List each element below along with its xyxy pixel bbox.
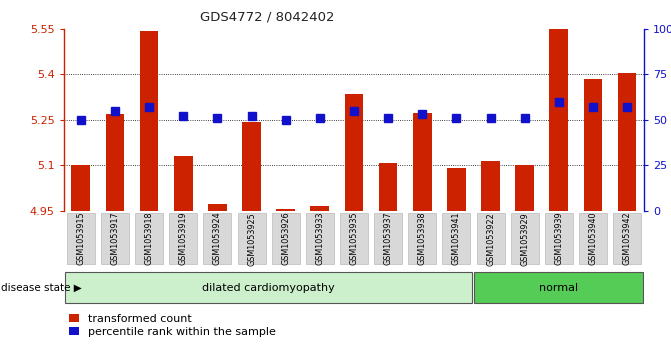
- FancyBboxPatch shape: [272, 213, 300, 264]
- Text: GSM1053933: GSM1053933: [315, 212, 324, 265]
- Bar: [71, 165, 90, 211]
- Text: GSM1053918: GSM1053918: [144, 212, 154, 265]
- Text: GSM1053941: GSM1053941: [452, 212, 461, 265]
- FancyBboxPatch shape: [238, 213, 266, 264]
- FancyBboxPatch shape: [374, 213, 402, 264]
- Bar: [105, 114, 124, 211]
- Text: GSM1053919: GSM1053919: [178, 212, 188, 265]
- Text: GSM1053942: GSM1053942: [623, 212, 631, 265]
- Text: GSM1053926: GSM1053926: [281, 212, 290, 265]
- Text: GSM1053924: GSM1053924: [213, 212, 222, 265]
- Text: GSM1053938: GSM1053938: [418, 212, 427, 265]
- Text: GSM1053935: GSM1053935: [350, 212, 358, 265]
- Bar: [311, 206, 329, 211]
- Bar: [242, 122, 261, 211]
- Bar: [515, 165, 534, 211]
- FancyBboxPatch shape: [203, 213, 231, 264]
- FancyBboxPatch shape: [101, 213, 129, 264]
- Bar: [413, 113, 431, 211]
- Text: normal: normal: [539, 283, 578, 293]
- FancyBboxPatch shape: [408, 213, 436, 264]
- Text: GSM1053915: GSM1053915: [76, 212, 85, 265]
- Text: disease state ▶: disease state ▶: [1, 283, 82, 293]
- Text: GSM1053940: GSM1053940: [588, 212, 597, 265]
- Bar: [208, 204, 227, 211]
- Text: GSM1053939: GSM1053939: [554, 212, 564, 265]
- Bar: [550, 29, 568, 211]
- Bar: [140, 30, 158, 211]
- Bar: [378, 163, 397, 211]
- FancyBboxPatch shape: [476, 213, 505, 264]
- FancyBboxPatch shape: [135, 213, 163, 264]
- FancyBboxPatch shape: [340, 213, 368, 264]
- Text: GSM1053917: GSM1053917: [111, 212, 119, 265]
- FancyBboxPatch shape: [169, 213, 197, 264]
- Text: GDS4772 / 8042402: GDS4772 / 8042402: [200, 11, 334, 24]
- FancyBboxPatch shape: [474, 272, 643, 303]
- FancyBboxPatch shape: [65, 272, 472, 303]
- Bar: [584, 79, 603, 211]
- FancyBboxPatch shape: [67, 213, 95, 264]
- Bar: [174, 156, 193, 211]
- Bar: [276, 209, 295, 211]
- Text: dilated cardiomyopathy: dilated cardiomyopathy: [202, 283, 335, 293]
- FancyBboxPatch shape: [579, 213, 607, 264]
- Bar: [345, 94, 363, 211]
- FancyBboxPatch shape: [442, 213, 470, 264]
- FancyBboxPatch shape: [613, 213, 641, 264]
- Legend: transformed count, percentile rank within the sample: transformed count, percentile rank withi…: [69, 314, 276, 337]
- Bar: [447, 168, 466, 211]
- Bar: [481, 160, 500, 211]
- FancyBboxPatch shape: [545, 213, 573, 264]
- Text: GSM1053937: GSM1053937: [384, 212, 393, 265]
- Text: GSM1053929: GSM1053929: [520, 212, 529, 266]
- Text: GSM1053922: GSM1053922: [486, 212, 495, 266]
- FancyBboxPatch shape: [306, 213, 333, 264]
- FancyBboxPatch shape: [511, 213, 539, 264]
- Text: GSM1053925: GSM1053925: [247, 212, 256, 266]
- Bar: [618, 73, 637, 211]
